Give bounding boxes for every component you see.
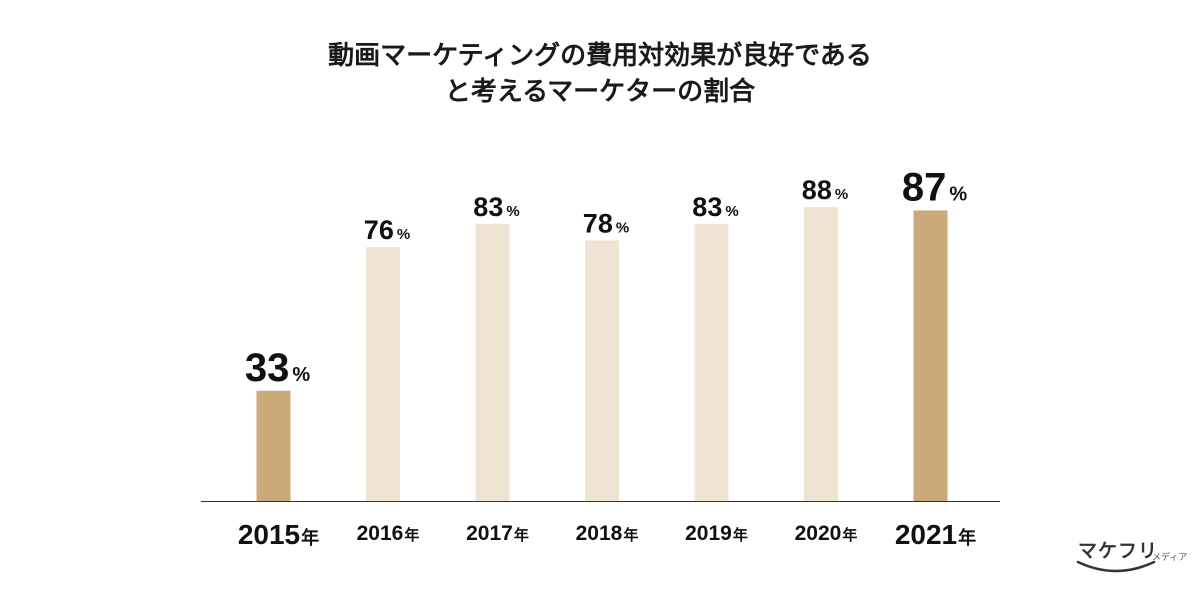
chart-title-line-1: 動画マーケティングの費用対効果が良好である — [328, 41, 872, 71]
value-label-2015: 33% — [245, 346, 311, 390]
chart-title-line-2: と考えるマーケターの割合 — [444, 77, 756, 107]
chart-title: 動画マーケティングの費用対効果が良好である と考えるマーケターの割合 — [0, 38, 1200, 110]
value-label-2017: 83% — [473, 192, 519, 222]
value-label-2018: 78% — [583, 208, 629, 238]
x-tick-label-2021: 2021年 — [895, 519, 976, 550]
brand-logo-subtext: メディア — [1152, 553, 1188, 563]
bars-group — [256, 207, 948, 502]
x-tick-label-2015: 2015年 — [238, 519, 319, 550]
bar-2018 — [585, 240, 619, 502]
bar-2015 — [256, 390, 291, 501]
value-label-2020: 88% — [802, 175, 848, 205]
x-tick-label-2016: 2016年 — [357, 522, 420, 545]
brand-logo-text: マケフリ — [1078, 540, 1159, 562]
brand-logo: マケフリ メディア — [1074, 536, 1194, 586]
smile-arc-icon — [1076, 560, 1156, 573]
bar-2021 — [913, 210, 948, 502]
x-tick-label-2019: 2019年 — [685, 522, 748, 545]
x-tick-label-2020: 2020年 — [795, 522, 858, 545]
bar-2017 — [475, 223, 510, 501]
x-tick-label-2018: 2018年 — [576, 522, 639, 545]
bar-2020 — [804, 207, 838, 501]
value-label-2019: 83% — [692, 192, 738, 222]
bar-2016 — [366, 247, 400, 501]
value-label-2021: 87% — [902, 165, 968, 209]
x-tick-label-2017: 2017年 — [466, 522, 529, 545]
labels-group: 33 % 2015年 76 % 2016年 83 % 2017年 78 % 2018年 83 % 2019年… — [238, 165, 976, 550]
value-label-2016: 76% — [364, 215, 410, 245]
bar-2019 — [694, 223, 729, 501]
